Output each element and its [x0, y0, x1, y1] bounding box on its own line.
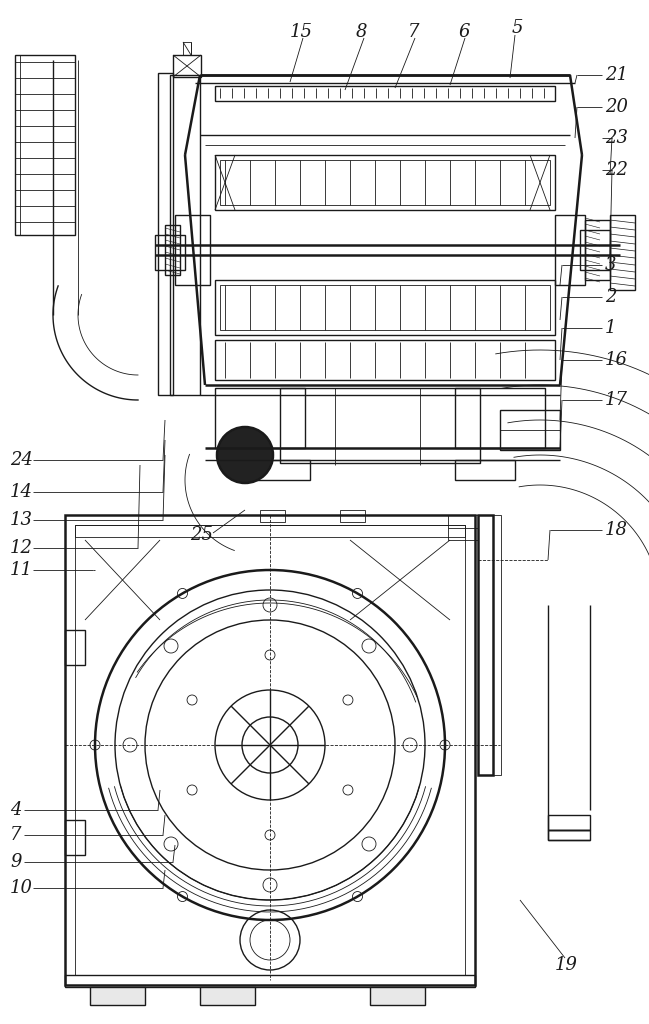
Bar: [200, 987, 255, 1005]
Bar: [548, 815, 590, 830]
Text: 15: 15: [290, 23, 313, 41]
Text: 16: 16: [605, 351, 628, 369]
Bar: [215, 340, 555, 380]
Bar: [215, 280, 555, 335]
Text: 21: 21: [605, 66, 628, 84]
Text: 11: 11: [10, 561, 33, 579]
Bar: [610, 215, 635, 290]
Text: 7: 7: [408, 23, 419, 41]
Bar: [65, 975, 475, 987]
Bar: [65, 630, 85, 665]
Text: 17: 17: [605, 391, 628, 409]
Bar: [158, 73, 173, 395]
Text: 5: 5: [512, 19, 524, 37]
Text: 25: 25: [190, 526, 213, 544]
Bar: [448, 515, 478, 540]
Circle shape: [217, 427, 273, 483]
Bar: [215, 388, 305, 449]
Text: 23: 23: [605, 129, 628, 147]
Bar: [215, 86, 555, 101]
Text: 6: 6: [458, 23, 469, 41]
Bar: [75, 525, 465, 537]
Bar: [75, 525, 465, 975]
Text: 14: 14: [10, 483, 33, 501]
Bar: [220, 285, 550, 330]
Bar: [555, 215, 585, 285]
Bar: [155, 234, 185, 270]
Text: 19: 19: [555, 956, 578, 974]
Bar: [280, 388, 480, 463]
Bar: [250, 460, 310, 480]
Bar: [370, 987, 425, 1005]
Bar: [478, 515, 493, 775]
Bar: [500, 410, 560, 450]
Text: 9: 9: [10, 853, 21, 871]
Text: 13: 13: [10, 511, 33, 529]
Bar: [215, 155, 555, 210]
Bar: [15, 55, 75, 234]
Text: 8: 8: [356, 23, 367, 41]
Bar: [548, 830, 590, 840]
Bar: [183, 42, 191, 55]
Text: 18: 18: [605, 521, 628, 539]
Bar: [165, 225, 180, 275]
Bar: [65, 820, 85, 855]
Text: 7: 7: [10, 826, 21, 844]
Bar: [455, 388, 545, 449]
Bar: [173, 55, 201, 77]
Bar: [175, 215, 210, 285]
Text: 12: 12: [10, 539, 33, 557]
Bar: [455, 460, 515, 480]
Text: 3: 3: [605, 256, 617, 274]
Bar: [580, 230, 610, 270]
Text: 22: 22: [605, 161, 628, 179]
Text: 10: 10: [10, 879, 33, 897]
Bar: [170, 75, 200, 395]
Bar: [493, 515, 501, 775]
Text: 2: 2: [605, 288, 617, 306]
Bar: [585, 220, 610, 280]
Text: 1: 1: [605, 319, 617, 337]
Bar: [65, 515, 475, 985]
Text: 4: 4: [10, 801, 21, 819]
Bar: [260, 510, 285, 522]
Bar: [90, 987, 145, 1005]
Bar: [220, 160, 550, 205]
Bar: [340, 510, 365, 522]
Text: 20: 20: [605, 98, 628, 116]
Text: 24: 24: [10, 451, 33, 469]
